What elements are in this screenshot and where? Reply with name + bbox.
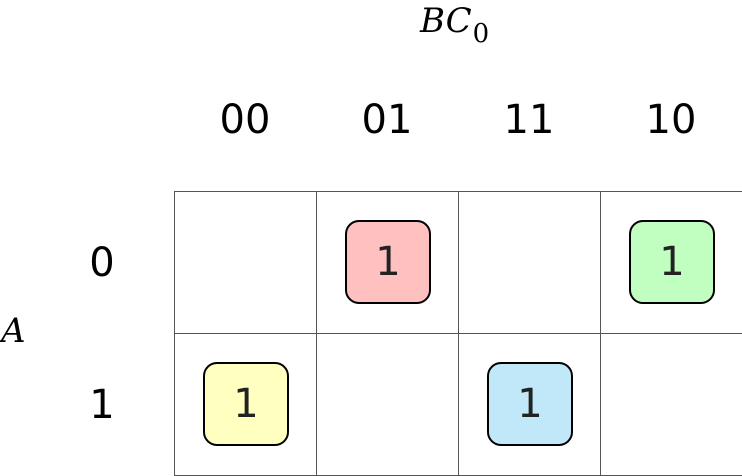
karnaugh-map-grid: 1 1 1 1: [174, 191, 742, 476]
row-header-1: 1: [89, 382, 115, 428]
cell-value: 1: [629, 220, 715, 304]
cell-value: 1: [203, 362, 289, 446]
column-variable-subscript: 0: [472, 19, 490, 49]
cell-value: 1: [487, 362, 573, 446]
cell-value: 1: [345, 220, 431, 304]
cell-r0-c1: 1: [317, 192, 459, 334]
row-header-0: 0: [89, 240, 115, 286]
column-header-10: 10: [645, 97, 697, 143]
column-variable-label: BC0: [420, 1, 489, 47]
cell-r1-c2: 1: [459, 334, 601, 476]
cell-r0-c3: 1: [601, 192, 742, 334]
column-header-11: 11: [503, 97, 555, 143]
cell-r0-c0: [175, 192, 317, 334]
cell-r1-c1: [317, 334, 459, 476]
cell-r0-c2: [459, 192, 601, 334]
column-header-00: 00: [219, 97, 271, 143]
cell-r1-c3: [601, 334, 742, 476]
row-variable-label: A: [1, 311, 26, 351]
cell-r1-c0: 1: [175, 334, 317, 476]
column-variable-base: BC: [420, 1, 472, 41]
column-header-01: 01: [361, 97, 413, 143]
